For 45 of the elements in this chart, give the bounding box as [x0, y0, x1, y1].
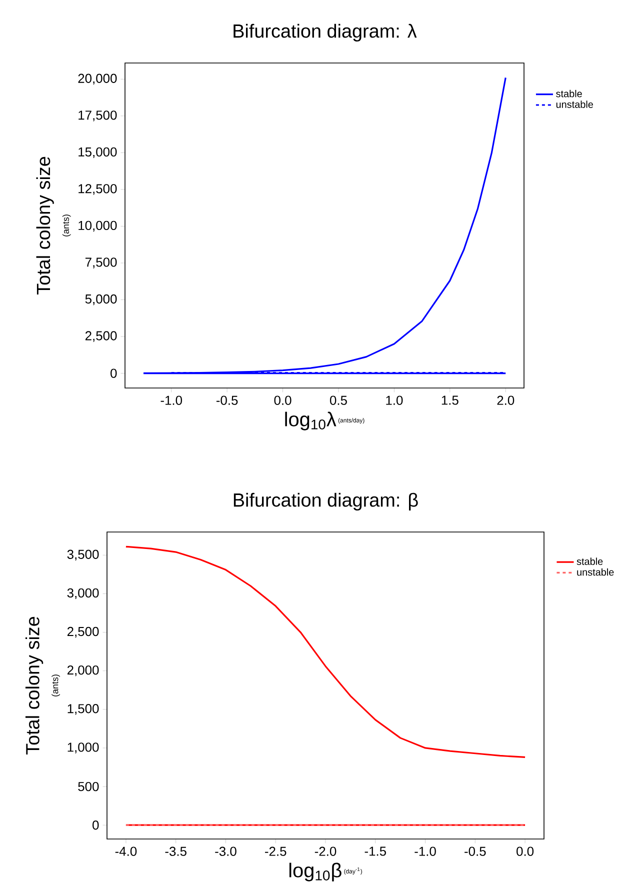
x-tick-label: 1.5 [442, 396, 458, 405]
x-tick-label: -4.0 [115, 846, 137, 856]
y-tick-label: 17,500 [78, 110, 117, 122]
x-tick-label: 0.0 [274, 396, 292, 405]
legend-label: unstable [577, 568, 614, 576]
text: (ants) [52, 674, 60, 696]
y-tick-label: 2,000 [67, 665, 99, 676]
chart-title: Bifurcation diagram: β [234, 492, 418, 510]
y-tick-label: 1,000 [68, 742, 99, 754]
y-axis-title: Total colony size [25, 616, 44, 755]
y-tick-label: 15,000 [78, 147, 117, 158]
x-tick-label: -2.5 [265, 846, 286, 856]
y-tick-label: 7,500 [85, 258, 117, 268]
legend-label: stable [556, 90, 582, 98]
legend-label: unstable [556, 100, 593, 108]
chart-title: Bifurcation diagram: λ [234, 24, 417, 42]
y-tick-label: 500 [78, 782, 99, 792]
x-tick-label: -3.5 [165, 846, 186, 856]
x-tick-label: -1.0 [160, 396, 182, 405]
y-tick-label: 3,000 [67, 588, 99, 600]
text: (ants) [62, 214, 71, 236]
y-tick-label: 12,500 [78, 184, 117, 195]
x-axis-title: log$_{10}$λ [285, 412, 336, 430]
y-axis-title: Total colony size [36, 156, 54, 295]
y-tick-label: 0 [110, 368, 117, 378]
y-tick-label: 1,500 [68, 704, 99, 715]
y-tick-label: 20,000 [78, 74, 117, 85]
x-tick-label: 0.0 [516, 846, 534, 856]
x-tick-label: -1.5 [364, 846, 386, 856]
legend-label: stable [576, 558, 603, 565]
y-tick-label: 2,500 [85, 331, 117, 342]
x-axis-title: log$_{10}$β [289, 862, 342, 882]
x-tick-label: 1.0 [386, 396, 403, 405]
y-tick-label: 5,000 [85, 294, 117, 306]
x-tick-label: -0.5 [464, 846, 486, 856]
x-tick-label: 2.0 [497, 396, 514, 405]
x-tick-label: -0.5 [216, 396, 238, 405]
y-tick-label: 10,000 [78, 220, 117, 232]
x-tick-label: 0.5 [330, 396, 347, 405]
y-tick-label: 2,500 [67, 626, 99, 638]
x-tick-label: -2.0 [314, 846, 336, 856]
y-tick-label: 3,500 [67, 550, 99, 560]
x-tick-label: -3.0 [215, 846, 236, 856]
x-tick-label: -1.0 [414, 846, 436, 856]
y-tick-label: 0 [92, 820, 99, 830]
